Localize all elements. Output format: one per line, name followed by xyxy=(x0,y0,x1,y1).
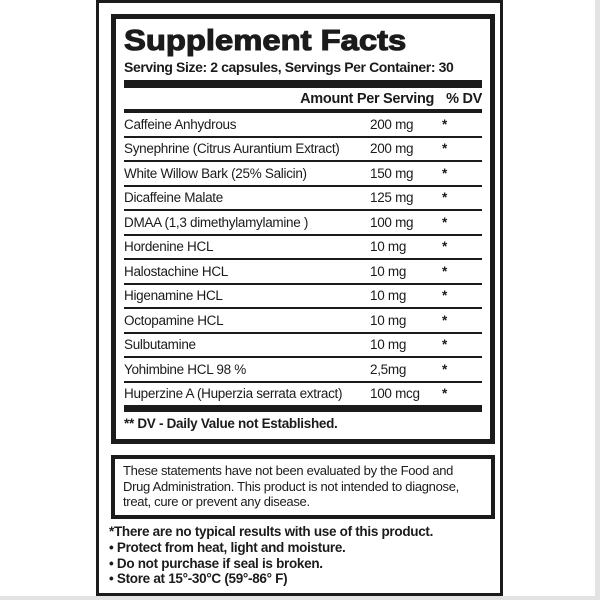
ingredient-dv: * xyxy=(442,141,447,157)
ingredient-dv: * xyxy=(442,312,447,328)
ingredient-name: Synephrine (Citrus Aurantium Extract) xyxy=(124,141,340,157)
usage-note: • Protect from heat, light and moisture. xyxy=(109,539,346,555)
ingredient-name: White Willow Bark (25% Salicin) xyxy=(124,165,307,181)
ingredient-row: Octopamine HCL 10 mg * xyxy=(124,309,482,334)
divider-medium xyxy=(124,109,482,113)
ingredient-amount: 200 mg xyxy=(370,116,414,132)
ingredient-amount: 100 mg xyxy=(370,214,414,230)
ingredient-name: Hordenine HCL xyxy=(124,239,214,255)
ingredient-row: White Willow Bark (25% Salicin) 150 mg * xyxy=(124,162,482,187)
ingredient-amount: 150 mg xyxy=(370,165,414,181)
ingredient-dv: * xyxy=(442,190,447,206)
ingredient-name: Higenamine HCL xyxy=(124,288,223,304)
ingredient-name: Sulbutamine xyxy=(124,337,196,353)
ingredient-dv: * xyxy=(442,165,447,181)
ingredient-row: Halostachine HCL 10 mg * xyxy=(124,260,482,285)
ingredient-name: Yohimbine HCL 98 % xyxy=(124,361,246,377)
ingredient-row: Higenamine HCL 10 mg * xyxy=(124,285,482,309)
ingredient-amount: 2,5mg xyxy=(370,361,407,377)
ingredient-name: Caffeine Anhydrous xyxy=(124,116,237,132)
ingredient-dv: * xyxy=(442,116,447,132)
column-header-row: Amount Per Serving % DV xyxy=(124,88,482,109)
label-outer-box: Supplement Facts Serving Size: 2 capsule… xyxy=(96,0,503,596)
ingredient-amount: 200 mg xyxy=(370,141,414,157)
ingredient-amount: 10 mg xyxy=(370,337,407,353)
ingredient-amount: 10 mg xyxy=(370,312,407,328)
ingredient-dv: * xyxy=(442,214,447,230)
ingredient-amount: 10 mg xyxy=(370,263,407,279)
usage-note: • Store at 15°-30°C (59°-86° F) xyxy=(109,571,288,587)
fda-disclaimer-box: These statements have not been evaluated… xyxy=(111,455,495,519)
ingredient-row: Hordenine HCL 10 mg * xyxy=(124,236,482,260)
ingredient-dv: * xyxy=(442,288,447,304)
ingredient-dv: * xyxy=(442,386,447,402)
usage-notes: *There are no typical results with use o… xyxy=(109,524,489,587)
usage-note: *There are no typical results with use o… xyxy=(109,524,434,539)
ingredient-row: Sulbutamine 10 mg * xyxy=(124,334,482,358)
ingredient-name: Octopamine HCL xyxy=(124,312,224,328)
supplement-facts-panel: Supplement Facts Serving Size: 2 capsule… xyxy=(111,14,495,444)
ingredient-row: Synephrine (Citrus Aurantium Extract) 20… xyxy=(124,138,482,162)
serving-info: Serving Size: 2 capsules, Servings Per C… xyxy=(124,59,454,75)
usage-note: • Do not purchase if seal is broken. xyxy=(109,555,323,571)
percent-dv-header: % DV xyxy=(446,90,482,107)
ingredient-amount: 125 mg xyxy=(370,190,414,206)
ingredient-row: Yohimbine HCL 98 % 2,5mg * xyxy=(124,358,482,383)
panel-title: Supplement Facts xyxy=(123,24,407,57)
ingredient-name: Dicaffeine Malate xyxy=(124,190,223,206)
ingredient-name: Halostachine HCL xyxy=(124,263,229,279)
divider-thick-bottom xyxy=(124,405,482,412)
ingredient-amount: 10 mg xyxy=(370,239,407,255)
ingredient-dv: * xyxy=(442,337,447,353)
ingredient-row: Caffeine Anhydrous 200 mg * xyxy=(124,113,482,138)
ingredient-dv: * xyxy=(442,263,447,279)
ingredient-dv: * xyxy=(442,239,447,255)
ingredient-amount: 10 mg xyxy=(370,288,407,304)
ingredient-name: DMAA (1,3 dimethylamylamine ) xyxy=(124,214,309,230)
ingredient-row: Huperzine A (Huperzia serrata extract) 1… xyxy=(124,383,482,406)
ingredient-amount: 100 mcg xyxy=(370,386,420,402)
dv-footnote: ** DV - Daily Value not Established. xyxy=(124,416,338,431)
ingredient-row: DMAA (1,3 dimethylamylamine ) 100 mg * xyxy=(124,211,482,236)
ingredient-rows: Caffeine Anhydrous 200 mg * Synephrine (… xyxy=(124,113,482,405)
divider-thick-top xyxy=(124,80,482,88)
ingredient-dv: * xyxy=(442,361,447,377)
ingredient-row: Dicaffeine Malate 125 mg * xyxy=(124,187,482,211)
fda-disclaimer-text: These statements have not been evaluated… xyxy=(123,463,459,509)
amount-per-serving-header: Amount Per Serving xyxy=(300,90,435,107)
ingredient-name: Huperzine A (Huperzia serrata extract) xyxy=(124,386,343,402)
